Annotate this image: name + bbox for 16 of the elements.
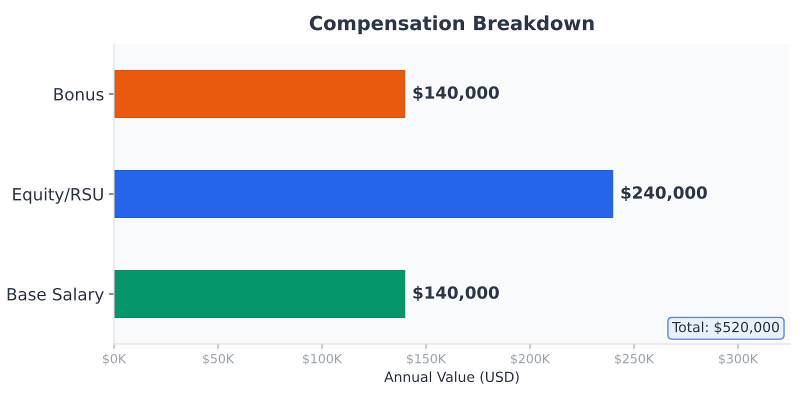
- x-tick-label: $100K: [303, 354, 342, 366]
- data-label: $140,000: [413, 286, 499, 302]
- chart-title: Compensation Breakdown: [310, 15, 594, 34]
- x-tick-label: $50K: [203, 354, 234, 366]
- x-tick-label: $0K: [102, 354, 126, 366]
- data-label: $240,000: [621, 186, 707, 202]
- annotation: Total: $520,000: [672, 322, 779, 334]
- data-label: $140,000: [413, 86, 499, 102]
- x-tick-label: $300K: [719, 354, 758, 366]
- x-tick-label: $150K: [407, 354, 446, 366]
- y-tick-label: Equity/RSU: [13, 188, 103, 204]
- x-tick-label: $250K: [615, 354, 654, 366]
- x-axis-title: Annual Value (USD): [384, 371, 519, 384]
- y-tick-label: Bonus: [54, 88, 104, 101]
- y-tick-label: Base Salary: [8, 288, 104, 304]
- x-tick-label: $200K: [511, 354, 550, 366]
